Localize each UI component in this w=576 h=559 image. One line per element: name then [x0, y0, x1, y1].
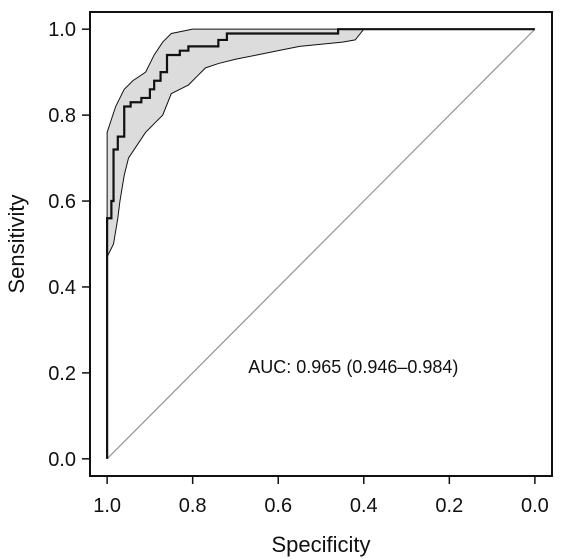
roc-curve-line — [106, 28, 535, 459]
auc-annotation: AUC: 0.965 (0.946–0.984) — [248, 357, 458, 377]
y-tick-label: 0.2 — [48, 363, 76, 385]
x-tick-label: 0.0 — [521, 495, 549, 517]
x-tick-label: 1.0 — [93, 495, 121, 517]
y-tick-label: 0.0 — [48, 449, 76, 471]
x-tick-label: 0.8 — [179, 495, 207, 517]
reference-line-layer — [106, 28, 536, 460]
roc-curve-layer — [106, 28, 535, 459]
x-tick-label: 0.2 — [435, 495, 463, 517]
reference-diagonal-line — [106, 28, 536, 460]
y-tick-label: 1.0 — [48, 19, 76, 41]
y-axis-title: Sensitivity — [4, 194, 29, 293]
y-tick-label: 0.8 — [48, 105, 76, 127]
x-tick-label: 0.4 — [350, 495, 378, 517]
confidence-band — [106, 28, 365, 258]
x-axis-ticks: 1.0 0.8 0.6 0.4 0.2 0.0 — [93, 476, 549, 517]
y-tick-label: 0.6 — [48, 191, 76, 213]
y-axis-ticks: 0.0 0.2 0.4 0.6 0.8 1.0 — [48, 19, 90, 471]
y-tick-label: 0.4 — [48, 277, 76, 299]
confidence-band-layer — [106, 28, 365, 258]
x-tick-label: 0.6 — [264, 495, 292, 517]
plot-frame — [89, 11, 553, 477]
x-axis-title: Specificity — [271, 532, 370, 557]
